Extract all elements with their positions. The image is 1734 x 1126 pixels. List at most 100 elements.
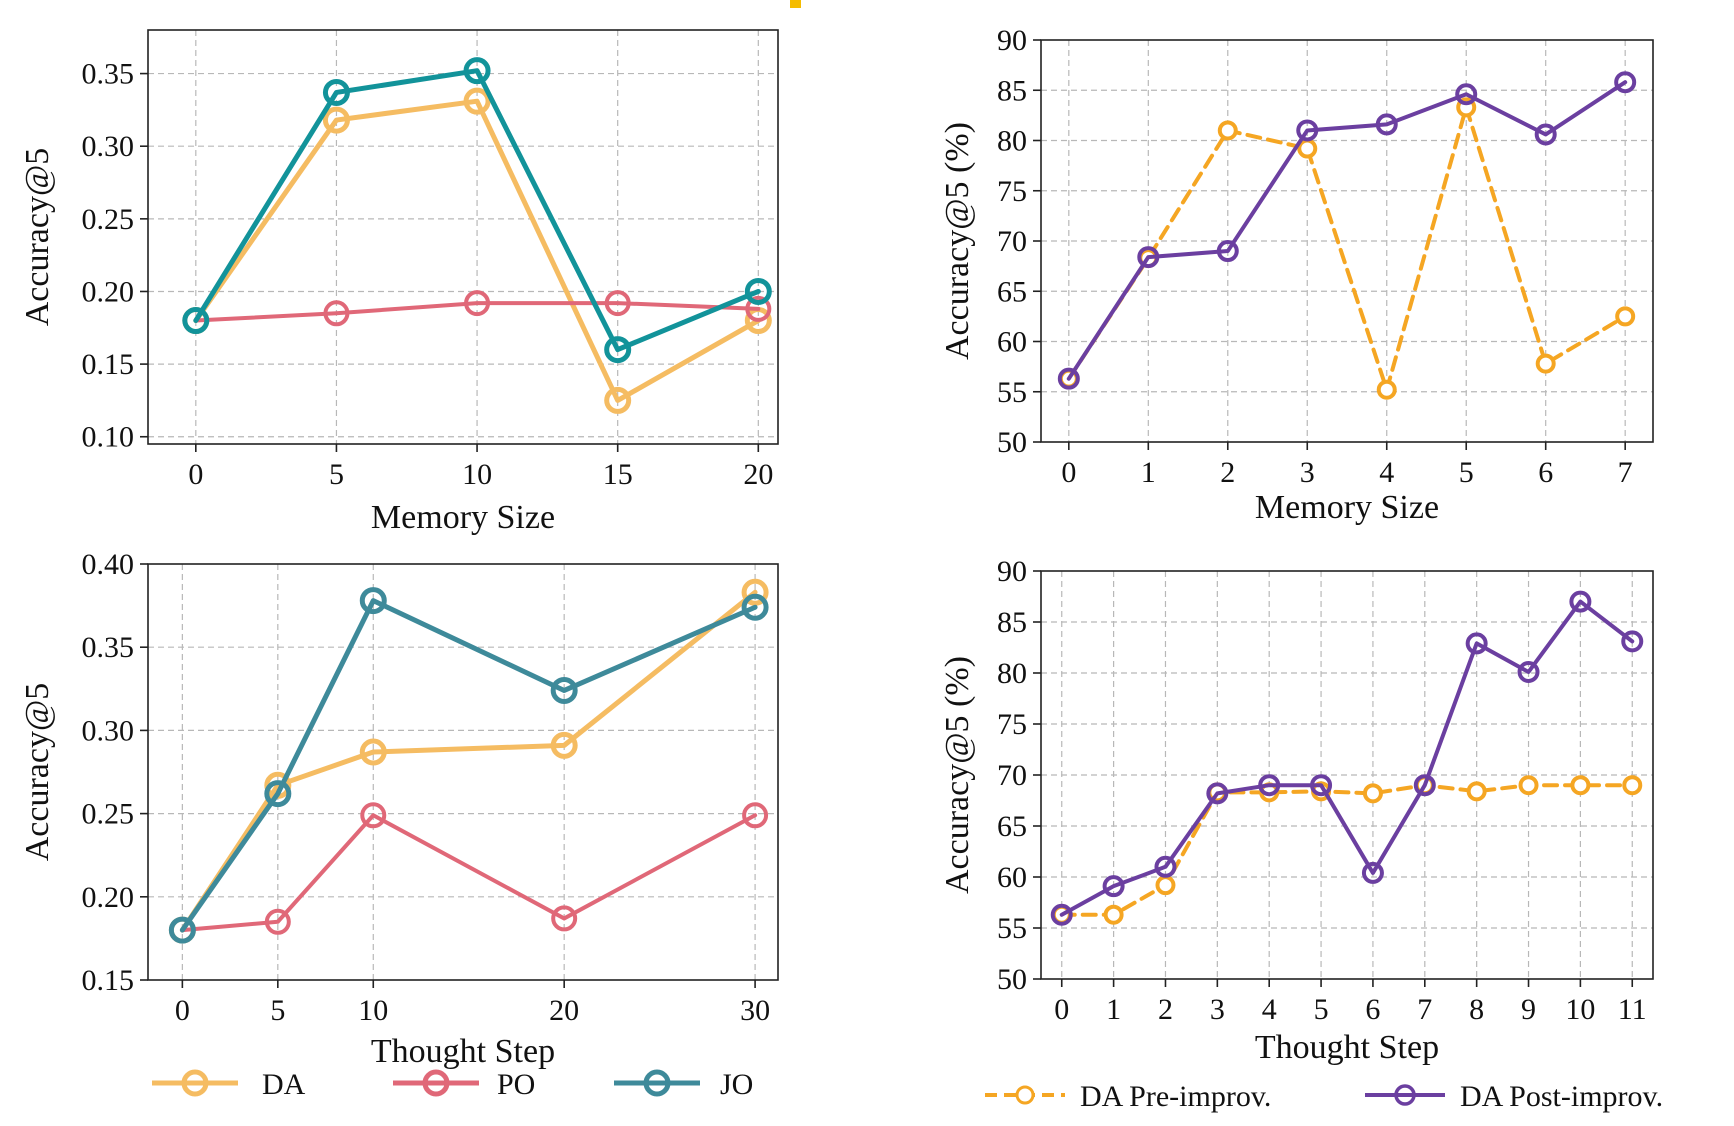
legend-item-pre: DA Pre-improv. [985,1080,1271,1113]
x-tick-label: 7 [1618,456,1633,489]
y-tick-label: 90 [997,24,1027,57]
series-line-da-pre-improv [1066,105,1628,392]
data-point-da-post-improv [1517,660,1540,683]
x-tick-label: 3 [1210,993,1225,1026]
data-point-po [464,290,491,317]
series-po [182,290,772,334]
data-point-da-post-improv [1154,855,1177,878]
y-tick-label: 70 [997,225,1027,258]
series-line-jo [179,598,758,933]
series-da [168,578,769,944]
y-tick-label: 60 [997,326,1027,359]
data-point-da-pre-improv [1570,775,1591,796]
data-point-da-post-improv [1465,632,1488,655]
series-line-da [179,589,758,933]
y-tick-label: 65 [997,810,1027,843]
data-point-da-post-improv [1614,71,1637,94]
y-axis-title: Accuracy@5 [19,148,56,327]
data-point-da-post-improv [1258,774,1281,797]
data-point-jo [550,676,578,704]
data-point-da [550,731,578,759]
legend-jo-marker [643,1069,671,1097]
data-point-da [359,738,387,766]
legend-pre-label: DA Pre-improv. [1080,1080,1271,1113]
x-tick-label: 20 [549,994,579,1027]
y-tick-label: 0.15 [82,964,135,997]
data-point-da-pre-improv [1615,306,1636,327]
data-point-da-post-improv [1102,875,1125,898]
y-tick-label: 55 [997,912,1027,945]
data-point-po [742,802,769,829]
data-point-da-post-improv [1310,774,1333,797]
x-tick-label: 5 [329,458,344,491]
data-point-jo [322,78,350,106]
data-point-da-post-improv [1621,630,1644,653]
data-point-da-pre-improv [1217,120,1238,141]
y-tick-label: 0.20 [82,275,135,308]
data-point-da-post-improv [1137,246,1160,269]
x-tick-label: 0 [1061,456,1076,489]
series-line-da-post-improv [1066,80,1628,381]
legend-po-label: PO [497,1068,535,1101]
x-axis-title: Memory Size [371,499,555,536]
data-point-jo [741,593,769,621]
data-point-po [551,905,578,932]
y-tick-label: 85 [997,606,1027,639]
x-tick-label: 0 [1054,993,1069,1026]
legend-post-label: DA Post-improv. [1460,1080,1663,1113]
x-tick-label: 6 [1538,456,1553,489]
y-axis-title: Accuracy@5 (%) [939,122,976,360]
series-line-da-pre-improv [1059,783,1635,917]
data-point-jo [744,277,772,305]
plot-frame [147,563,779,981]
legend-post-marker [1394,1084,1416,1106]
series-da-pre-improv [1051,775,1643,925]
y-tick-label: 80 [997,657,1027,690]
series-line-da [193,98,761,403]
y-tick-label: 90 [997,555,1027,588]
y-tick-label: 50 [997,963,1027,996]
legend-pre-marker [1015,1085,1035,1105]
x-tick-label: 11 [1618,993,1647,1026]
top-edge-fragment [790,0,801,8]
x-tick-label: 8 [1469,993,1484,1026]
legend-da-marker [181,1069,209,1097]
legend-item-post: DA Post-improv. [1365,1080,1663,1113]
y-tick-label: 75 [997,175,1027,208]
x-tick-label: 4 [1379,456,1394,489]
series-line-po [180,813,758,933]
y-tick-label: 0.10 [82,421,135,454]
x-axis-title: Thought Step [371,1033,555,1070]
y-tick-label: 50 [997,426,1027,459]
data-point-da-pre-improv [1362,783,1383,804]
x-tick-label: 9 [1521,993,1536,1026]
x-tick-label: 7 [1417,993,1432,1026]
y-tick-label: 75 [997,708,1027,741]
data-point-po [745,295,772,322]
y-tick-label: 0.30 [82,714,135,747]
legend-item-jo: JO [614,1068,753,1101]
y-tick-label: 60 [997,861,1027,894]
legend-item-da: DA [152,1068,306,1101]
legend-da-label: DA [262,1068,306,1101]
series-line-po [193,301,761,323]
series-line-da-post-improv [1059,599,1635,917]
data-point-da [741,578,769,606]
x-tick-label: 1 [1141,456,1156,489]
data-point-jo [604,336,632,364]
x-tick-label: 5 [1314,993,1329,1026]
x-tick-label: 6 [1365,993,1380,1026]
data-point-jo [182,307,210,335]
data-point-da-post-improv [1206,782,1229,805]
data-point-po [323,300,350,327]
data-point-da-pre-improv [1518,775,1539,796]
data-point-da-post-improv [1216,240,1239,263]
data-point-da-pre-improv [1376,379,1397,400]
y-tick-label: 0.15 [82,348,135,381]
plot-frame [147,29,779,445]
y-tick-label: 55 [997,376,1027,409]
x-tick-label: 5 [270,994,285,1027]
x-tick-label: 3 [1300,456,1315,489]
y-tick-label: 85 [997,74,1027,107]
